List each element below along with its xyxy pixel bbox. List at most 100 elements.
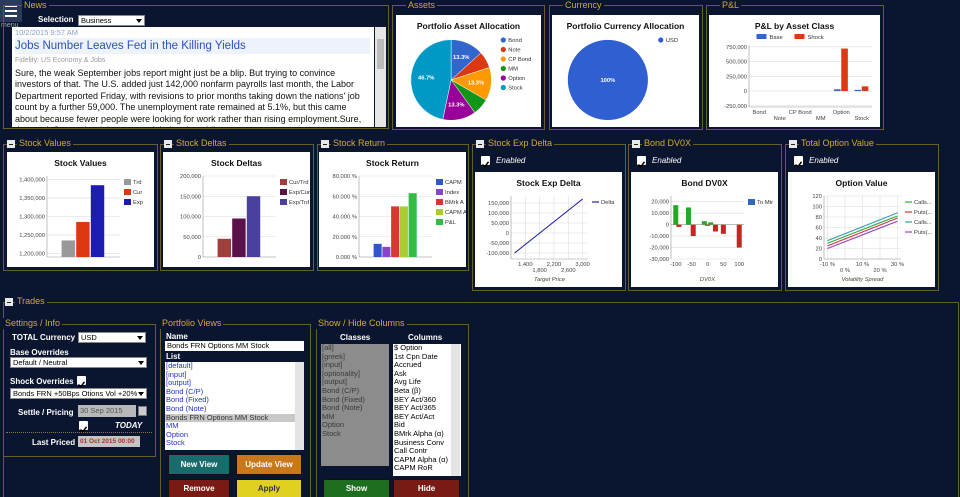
button[interactable]: Update View [236, 454, 302, 475]
panel-title: P&L [720, 0, 742, 11]
x-tick-label: 0 % [840, 268, 850, 274]
shock-overrides-dropdown[interactable]: Bonds FRN +50Bps Otions Vol +20% [10, 388, 147, 399]
scrollbar[interactable] [375, 27, 386, 127]
today-checkbox[interactable] [79, 421, 88, 434]
list-item[interactable]: Avg Life [394, 377, 421, 387]
legend-swatch [436, 219, 443, 225]
scrollbar[interactable] [451, 344, 460, 476]
line-series [827, 212, 898, 242]
legend-label: Cur [133, 190, 142, 196]
data-label: 13.3% [468, 81, 484, 87]
list-item[interactable]: CAPM Alpha (α) [394, 454, 448, 464]
list-item[interactable]: [input] [322, 360, 343, 370]
y-tick-label: 150,000 [488, 201, 509, 207]
list-item[interactable]: Bond (Fixed) [166, 395, 209, 405]
legend-swatch [436, 189, 443, 195]
list-item[interactable]: [output] [322, 377, 348, 387]
list-item[interactable]: Call Contr [394, 446, 428, 456]
collapse-button[interactable] [7, 140, 15, 148]
news-headline[interactable]: Jobs Number Leaves Fed in the Killing Yi… [15, 38, 370, 54]
list-item[interactable]: Beta (β) [394, 385, 421, 395]
bar [712, 224, 718, 232]
chart: Option Value 0 20 40 60 80 100 120 -10 % 0 % 10 % 2… [788, 172, 935, 287]
list-item[interactable]: [output] [166, 378, 192, 388]
list-item[interactable]: BEY Act/360 [394, 394, 436, 404]
list-item[interactable]: Bid [394, 420, 405, 430]
list-item[interactable]: Bond (Fixed) [322, 394, 365, 404]
collapse-button[interactable] [789, 140, 797, 148]
legend-label: Cur/Trd [289, 180, 308, 186]
x-tick-label: Option [833, 110, 850, 116]
settle-date-input[interactable]: 30 Sep 2015 [78, 405, 136, 417]
list-item[interactable]: 1st Cpn Date [394, 351, 438, 361]
list-item[interactable]: Business Conv [394, 437, 445, 447]
enabled-label: Enabled [652, 156, 682, 165]
x-tick-label: 10 % [856, 262, 869, 268]
list-item[interactable]: [greek] [322, 351, 345, 361]
menu-icon [5, 5, 17, 17]
list-item[interactable]: BEY Act/365 [394, 403, 436, 413]
list-item[interactable]: BEY Act/Act [394, 411, 435, 421]
calendar-icon[interactable] [138, 406, 147, 416]
y-tick-label: 20.000 % [333, 235, 358, 241]
collapse-button[interactable] [632, 140, 640, 148]
enabled-checkbox[interactable] [794, 156, 803, 169]
scrollbar[interactable] [295, 362, 304, 450]
list-item[interactable]: BMrk Alpha (α) [394, 428, 444, 438]
button[interactable]: Hide [393, 479, 460, 497]
list-item[interactable]: Bond (C/P) [166, 386, 204, 396]
button[interactable]: Apply [236, 479, 302, 497]
selection-dropdown[interactable]: Business [78, 15, 145, 26]
collapse-button[interactable] [5, 298, 13, 306]
y-tick-label: 0.000 % [336, 255, 357, 261]
legend-label: Stock [508, 86, 523, 92]
collapse-button[interactable] [321, 140, 329, 148]
list-item[interactable]: $ Option [394, 344, 423, 352]
y-tick-label: 80 [816, 215, 822, 221]
list-item[interactable]: Stock [322, 428, 341, 438]
list-item[interactable]: Ask [394, 368, 407, 378]
list-item[interactable]: [all] [322, 344, 334, 352]
list-item[interactable]: Bond (Note) [322, 403, 363, 413]
list-item[interactable]: MM [322, 411, 335, 421]
list-item[interactable]: Bond (Note) [166, 403, 207, 413]
enabled-label: Enabled [496, 156, 526, 165]
list-item[interactable]: [optionality] [322, 368, 360, 378]
enabled-checkbox[interactable] [481, 156, 490, 169]
currency-dropdown[interactable]: USD [78, 332, 146, 343]
list-item[interactable]: [input] [166, 369, 187, 379]
x-tick-label: MM [816, 116, 826, 122]
chart-title: P&L by Asset Class [755, 21, 835, 31]
bar [708, 222, 714, 225]
legend-swatch [500, 65, 506, 72]
list-item[interactable]: Bonds FRN Options MM Stock [165, 413, 304, 423]
chart-title: Portfolio Currency Allocation [567, 21, 685, 31]
legend-label: Delta [601, 200, 615, 206]
y-tick-label: 120 [812, 194, 822, 200]
separator [6, 432, 152, 433]
collapse-button[interactable] [476, 140, 484, 148]
list-item[interactable]: Option [166, 429, 189, 439]
list-item[interactable]: CAPM RoR [394, 463, 433, 473]
shock-checkbox[interactable] [77, 376, 86, 389]
list-item[interactable]: MM [166, 421, 179, 431]
list-item[interactable]: Option [322, 420, 345, 430]
x-tick-label: -50 [687, 262, 695, 268]
legend-label: Base [770, 35, 783, 41]
legend-label: Calls... [914, 220, 932, 226]
button[interactable]: Remove [168, 479, 230, 497]
list-item[interactable]: Stock [166, 438, 185, 448]
base-overrides-dropdown[interactable]: Default / Neutral [10, 357, 147, 368]
button[interactable]: Show [323, 479, 390, 497]
enabled-checkbox[interactable] [637, 156, 646, 169]
button[interactable]: New View [168, 454, 230, 475]
list-item[interactable]: Bond (C/P) [322, 385, 360, 395]
last-priced-value: 01 Oct 2015 00:00 [78, 436, 140, 447]
chart-title: Stock Return [366, 158, 419, 168]
y-tick-label: -100,000 [486, 251, 509, 257]
list-item[interactable]: [default] [166, 362, 193, 370]
view-name-input[interactable]: Bonds FRN Options MM Stock [165, 341, 304, 351]
list-item[interactable]: Accrued [394, 360, 422, 370]
collapse-button[interactable] [164, 140, 172, 148]
field-label: Name [166, 332, 188, 341]
